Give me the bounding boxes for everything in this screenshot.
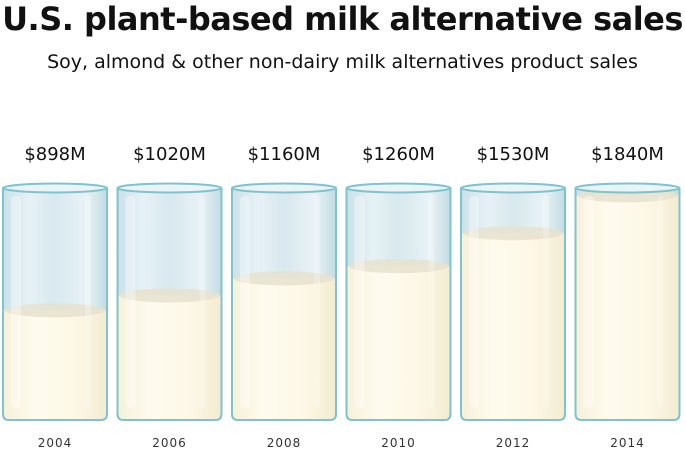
value-label: $1160M: [248, 144, 321, 165]
value-label: $898M: [24, 144, 85, 165]
milk-surface: [348, 259, 449, 274]
glass-rim: [231, 182, 337, 194]
milk-fill-bar: [233, 278, 335, 420]
x-tick-label: 2012: [496, 436, 531, 450]
chart-subtitle: Soy, almond & other non-dairy milk alter…: [47, 51, 638, 73]
glass-outline: [2, 188, 108, 421]
glass-rim: [460, 182, 566, 194]
glass-outline: [345, 188, 452, 421]
glass-rim: [345, 182, 452, 194]
glass-rim: [574, 182, 681, 194]
glass-outline: [460, 188, 566, 421]
value-label: $1260M: [362, 144, 435, 165]
glass-highlight: [11, 196, 21, 408]
glass-outline: [231, 188, 337, 421]
glass-highlight: [354, 196, 365, 408]
glass-rim: [2, 182, 108, 194]
x-tick-label: 2004: [38, 436, 73, 450]
value-label: $1020M: [133, 144, 206, 165]
x-tick-label: 2010: [381, 436, 416, 450]
x-tick-label: 2008: [267, 436, 302, 450]
glass-outline: [574, 188, 681, 421]
glass-2006: $1020M 2006: [116, 144, 223, 450]
milk-fill-bar: [4, 310, 106, 420]
glass-2008: $1160M 2008: [231, 144, 337, 450]
value-label: $1840M: [591, 144, 664, 165]
glass-2010: $1260M 2010: [345, 144, 452, 450]
x-tick-label: 2006: [152, 436, 187, 450]
milk-fill-bar: [347, 266, 450, 420]
milk-surface: [463, 226, 563, 241]
glass-highlight: [583, 196, 594, 408]
milk-fill-bar: [118, 295, 221, 420]
glass-highlight: [125, 196, 136, 408]
glass-highlight: [85, 196, 91, 408]
glass-highlight: [240, 196, 250, 408]
chart-title: U.S. plant-based milk alternative sales: [2, 0, 683, 38]
glass-outline: [116, 188, 223, 421]
glass-rim: [116, 182, 223, 194]
glass-highlight: [469, 196, 479, 408]
x-tick-label: 2014: [610, 436, 645, 450]
glass-2012: $1530M 2012: [460, 144, 566, 450]
milk-fill-bar: [462, 233, 564, 420]
milk-surface: [119, 288, 220, 303]
glass-highlight: [428, 196, 435, 408]
milk-surface: [5, 303, 105, 318]
glass-2014: $1840M 2014: [574, 144, 681, 450]
glass-highlight: [657, 196, 664, 408]
glass-highlight: [543, 196, 549, 408]
milk-fill-bar: [576, 195, 679, 420]
value-label: $1530M: [477, 144, 550, 165]
glass-2004: $898M 2004: [2, 144, 108, 450]
glass-highlight: [314, 196, 320, 408]
milk-surface: [234, 271, 334, 286]
glass-highlight: [199, 196, 206, 408]
